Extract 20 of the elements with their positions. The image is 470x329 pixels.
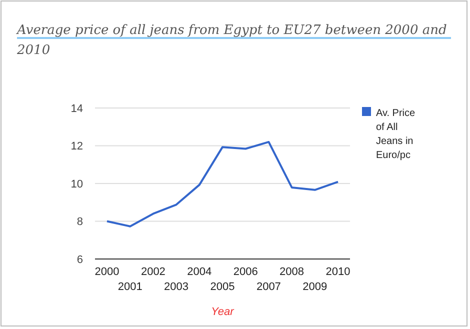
x-tick-label: 2009 xyxy=(302,281,328,293)
x-tick-label: 2006 xyxy=(233,266,258,278)
x-tick-label: 2008 xyxy=(280,266,304,278)
y-tick-label: 10 xyxy=(70,178,83,190)
x-tick-label: 2010 xyxy=(326,266,350,278)
line-series xyxy=(106,140,339,228)
x-axis-title: Year xyxy=(211,306,236,318)
x-tick-label: 2007 xyxy=(256,281,281,293)
chart-title: Average price of all jeans from Egypt to EU27 between 2000 and 2010 xyxy=(16,23,447,58)
y-tick-label: 8 xyxy=(76,216,83,228)
x-tick-label: 2000 xyxy=(94,266,120,278)
x-tick-label: 2003 xyxy=(164,281,189,293)
y-tick-label: 14 xyxy=(70,102,83,115)
y-tick-label: 6 xyxy=(76,254,83,266)
legend-label: Av. Price of All Jeans in Euro/pc xyxy=(376,108,416,161)
y-tick-label: 12 xyxy=(70,140,83,153)
x-tick-label: 2001 xyxy=(118,281,142,293)
x-tick-label: 2002 xyxy=(140,266,166,278)
x-tick-label: 2005 xyxy=(210,281,235,293)
x-tick-label: 2004 xyxy=(187,266,212,278)
